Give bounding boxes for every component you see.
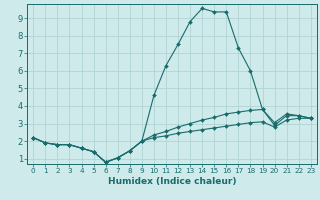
X-axis label: Humidex (Indice chaleur): Humidex (Indice chaleur) bbox=[108, 177, 236, 186]
